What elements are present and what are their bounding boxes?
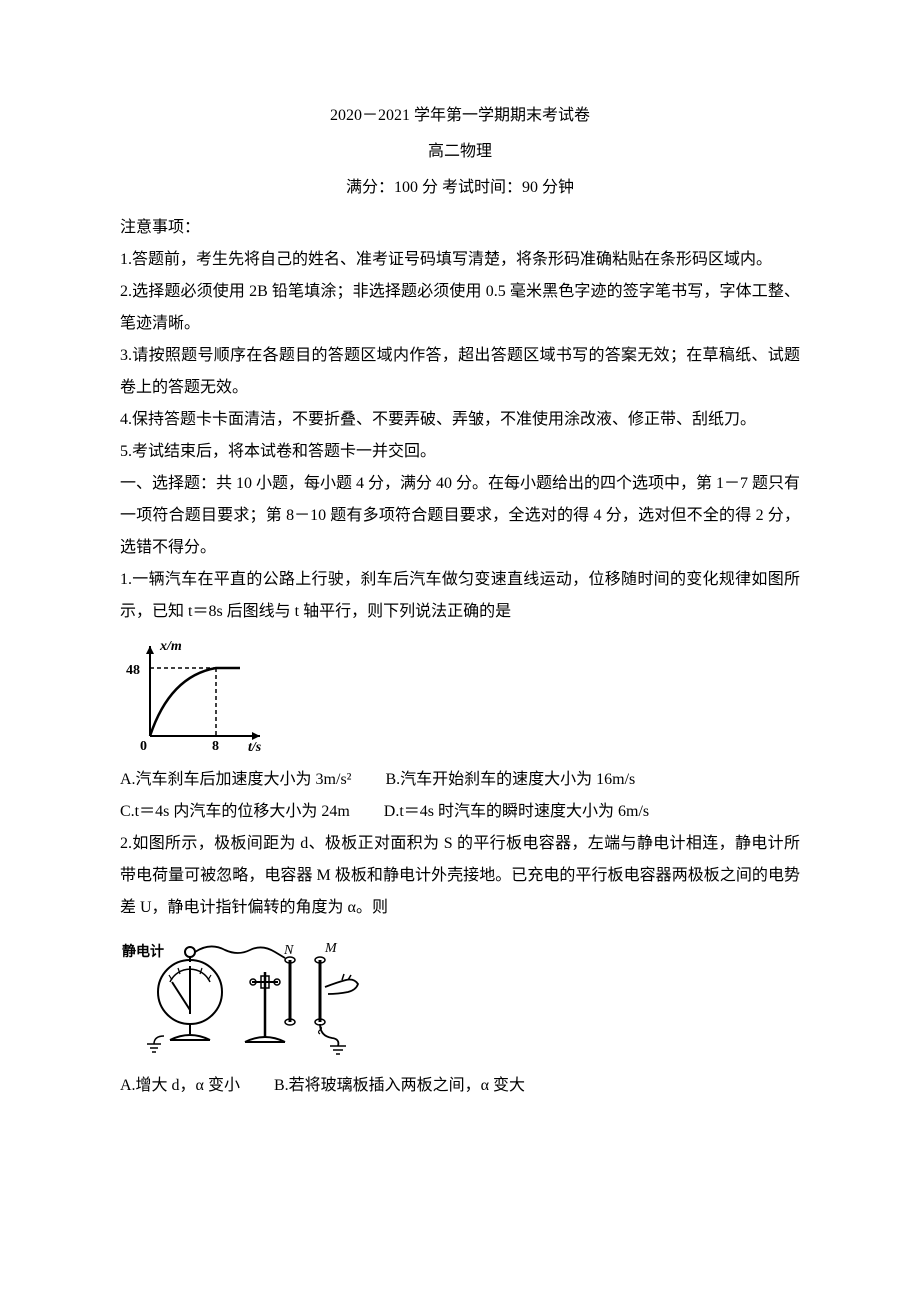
- svg-text:48: 48: [126, 663, 140, 678]
- q2-options-row1: A.增大 d，α 变小 B.若将玻璃板插入两板之间，α 变大: [120, 1070, 800, 1102]
- q2-stem: 2.如图所示，极板间距为 d、极板正对面积为 S 的平行板电容器，左端与静电计相…: [120, 828, 800, 924]
- svg-text:8: 8: [212, 739, 219, 754]
- svg-text:0: 0: [140, 739, 147, 754]
- exam-info: 满分：100 分 考试时间：90 分钟: [120, 172, 800, 204]
- q1-opt-a: A.汽车刹车后加速度大小为 3m/s²: [120, 764, 351, 796]
- q1-opt-b: B.汽车开始刹车的速度大小为 16m/s: [385, 764, 635, 796]
- notice-item-2: 2.选择题必须使用 2B 铅笔填涂；非选择题必须使用 0.5 毫米黑色字迹的签字…: [120, 276, 800, 340]
- electrometer-label: 静电计: [122, 943, 164, 960]
- q2-figure: 静电计: [120, 932, 800, 1062]
- q2-opt-b: B.若将玻璃板插入两板之间，α 变大: [274, 1070, 525, 1102]
- exam-subject: 高二物理: [120, 136, 800, 168]
- svg-text:N: N: [283, 943, 294, 958]
- notice-item-3: 3.请按照题号顺序在各题目的答题区域内作答，超出答题区域书写的答案无效；在草稿纸…: [120, 340, 800, 404]
- notice-item-5: 5.考试结束后，将本试卷和答题卡一并交回。: [120, 436, 800, 468]
- section1-intro: 一、选择题：共 10 小题，每小题 4 分，满分 40 分。在每小题给出的四个选…: [120, 468, 800, 564]
- svg-text:M: M: [324, 941, 338, 956]
- exam-title: 2020－2021 学年第一学期期末考试卷: [120, 100, 800, 132]
- q1-opt-d: D.t＝4s 时汽车的瞬时速度大小为 6m/s: [384, 796, 649, 828]
- notice-heading: 注意事项：: [120, 212, 800, 244]
- q1-options-row1: A.汽车刹车后加速度大小为 3m/s² B.汽车开始刹车的速度大小为 16m/s: [120, 764, 800, 796]
- notice-item-1: 1.答题前，考生先将自己的姓名、准考证号码填写清楚，将条形码准确粘贴在条形码区域…: [120, 244, 800, 276]
- svg-text:x/m: x/m: [159, 639, 182, 654]
- q2-opt-a: A.增大 d，α 变小: [120, 1070, 240, 1102]
- notice-item-4: 4.保持答题卡卡面清洁，不要折叠、不要弄破、弄皱，不准使用涂改液、修正带、刮纸刀…: [120, 404, 800, 436]
- q1-options-row2: C.t＝4s 内汽车的位移大小为 24m D.t＝4s 时汽车的瞬时速度大小为 …: [120, 796, 800, 828]
- svg-text:t/s: t/s: [248, 740, 262, 755]
- q1-opt-c: C.t＝4s 内汽车的位移大小为 24m: [120, 796, 350, 828]
- q1-stem: 1.一辆汽车在平直的公路上行驶，刹车后汽车做匀变速直线运动，位移随时间的变化规律…: [120, 564, 800, 628]
- q1-figure: x/m t/s 0 48 8: [120, 636, 800, 756]
